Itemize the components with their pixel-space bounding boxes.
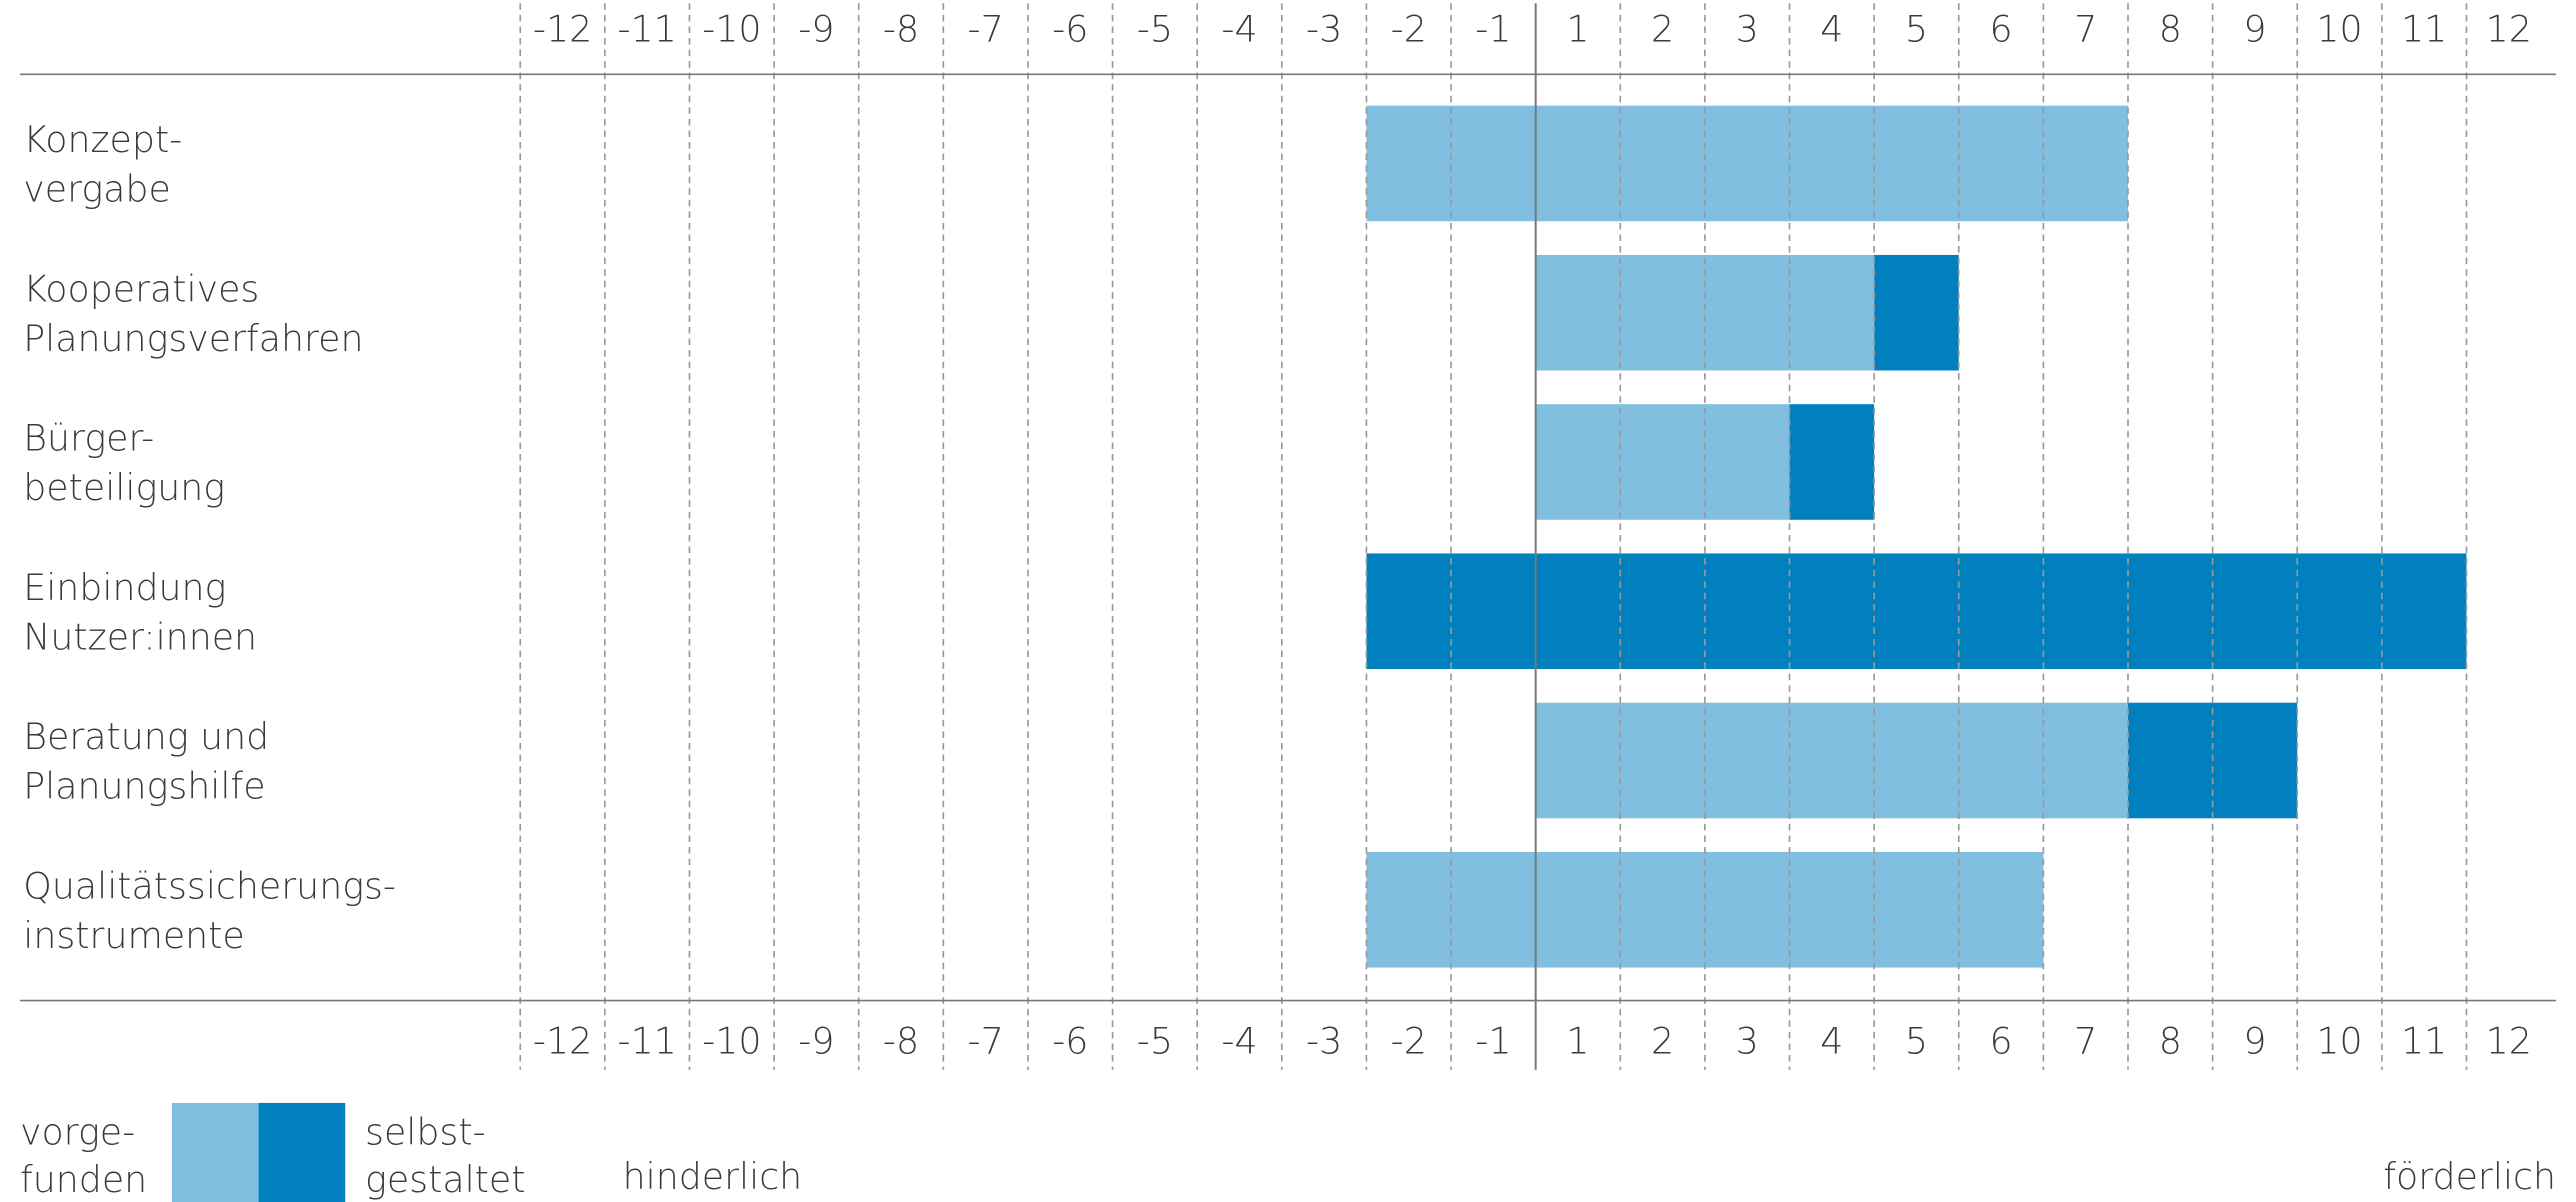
row-label: instrumente [23, 914, 245, 957]
x-tick-label: 5 [1905, 7, 1928, 50]
row-label: beteiligung [23, 466, 225, 509]
x-tick-label: 6 [1990, 7, 2013, 50]
bar [1535, 404, 1790, 520]
legend-label: funden [20, 1158, 147, 1201]
x-tick-label: -8 [883, 1019, 919, 1062]
row-label: Planungshilfe [23, 765, 265, 808]
legend-label: gestaltet [365, 1158, 525, 1201]
x-tick-label: 12 [2486, 7, 2532, 50]
x-tick-label: -11 [618, 7, 677, 50]
x-tick-label: 4 [1820, 7, 1843, 50]
x-tick-label: 6 [1990, 1019, 2013, 1062]
x-tick-label: -11 [618, 1019, 677, 1062]
x-tick-label: 3 [1736, 7, 1759, 50]
x-tick-label: -10 [702, 1019, 761, 1062]
x-tick-label: -9 [798, 1019, 834, 1062]
x-tick-label: 5 [1905, 1019, 1928, 1062]
x-tick-label: 3 [1736, 1019, 1759, 1062]
axis-left-label: hinderlich [623, 1155, 803, 1198]
x-tick-label: -2 [1391, 1019, 1427, 1062]
x-tick-label: 11 [2401, 1019, 2447, 1062]
x-tick-label: 8 [2159, 1019, 2182, 1062]
x-tick-label: -10 [702, 7, 761, 50]
legend-swatch [171, 1102, 259, 1202]
row-label: Beratung und [23, 715, 269, 758]
x-tick-label: -5 [1137, 7, 1173, 50]
x-tick-label: 1 [1566, 7, 1589, 50]
x-tick-label: 9 [2243, 7, 2266, 50]
x-tick-label: 10 [2316, 1019, 2362, 1062]
row-label: Konzept- [23, 118, 182, 161]
x-tick-label: -12 [533, 7, 592, 50]
x-tick-label: -8 [883, 7, 919, 50]
row-label: Kooperatives [23, 267, 259, 310]
x-tick-label: -9 [798, 7, 834, 50]
bar [1789, 404, 1875, 520]
x-tick-label: 8 [2159, 7, 2182, 50]
bar [1535, 702, 2128, 819]
bar [1874, 254, 1959, 371]
x-tick-label: -12 [533, 1019, 592, 1062]
x-tick-label: 7 [2074, 7, 2097, 50]
x-tick-label: 12 [2486, 1019, 2532, 1062]
x-tick-label: 2 [1651, 7, 1674, 50]
x-tick-label: -6 [1052, 1019, 1088, 1062]
row-label: Planungsverfahren [23, 317, 363, 360]
x-tick-label: 2 [1651, 1019, 1674, 1062]
x-tick-label: -5 [1137, 1019, 1173, 1062]
x-tick-label: -3 [1306, 1019, 1342, 1062]
legend-label: selbst- [365, 1110, 486, 1153]
x-tick-label: 11 [2401, 7, 2447, 50]
bar [1366, 105, 2128, 222]
x-tick-label: -6 [1052, 7, 1088, 50]
x-tick-label: -7 [968, 7, 1004, 50]
x-tick-label: -4 [1221, 7, 1257, 50]
x-tick-label: -1 [1475, 7, 1511, 50]
x-tick-label: 10 [2316, 7, 2362, 50]
row-label: Einbindung [23, 566, 226, 609]
x-tick-label: -7 [968, 1019, 1004, 1062]
row-label: Nutzer:innen [23, 615, 257, 658]
x-tick-label: 9 [2243, 1019, 2266, 1062]
x-tick-label: 1 [1566, 1019, 1589, 1062]
legend-swatch [258, 1102, 346, 1202]
row-label: Qualitätssicherungs- [23, 864, 396, 907]
x-tick-label: -1 [1475, 1019, 1511, 1062]
row-label: vergabe [23, 168, 171, 211]
axis-right-label: förderlich [2383, 1155, 2556, 1198]
x-tick-label: -2 [1391, 7, 1427, 50]
x-tick-label: 4 [1820, 1019, 1843, 1062]
legend-label: vorge- [20, 1110, 135, 1153]
x-tick-label: -4 [1221, 1019, 1257, 1062]
bar [1366, 553, 2467, 670]
x-tick-label: 7 [2074, 1019, 2097, 1062]
x-tick-label: -3 [1306, 7, 1342, 50]
row-label: Bürger- [23, 417, 154, 460]
